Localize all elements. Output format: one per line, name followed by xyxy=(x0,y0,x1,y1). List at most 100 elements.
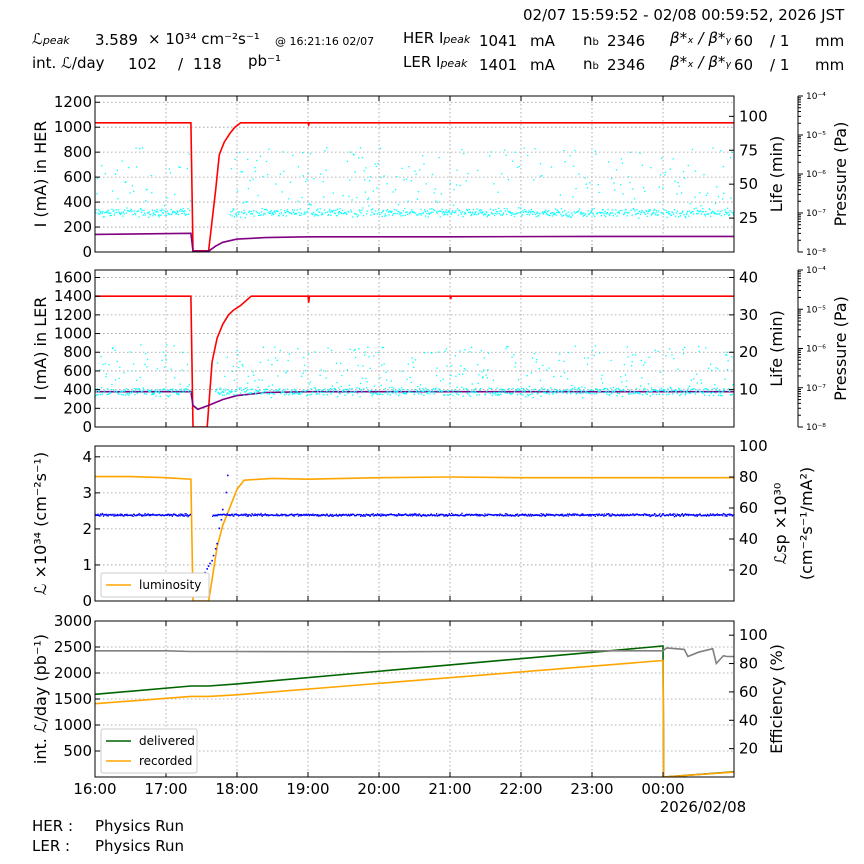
lifetime-point xyxy=(314,387,316,389)
lifetime-point xyxy=(592,389,595,392)
lifetime-point xyxy=(306,178,308,180)
lum-peak-unit: × 10³⁴ cm⁻²s⁻¹ xyxy=(148,30,260,48)
lifetime-point xyxy=(714,392,717,394)
specific_lum-point xyxy=(247,515,249,517)
lifetime-point xyxy=(388,214,390,216)
lifetime-point xyxy=(446,365,448,367)
lifetime-point xyxy=(238,387,240,389)
lifetime-point xyxy=(493,214,496,217)
lifetime-point xyxy=(130,392,132,394)
lifetime-point xyxy=(267,211,269,213)
specific_lum-point xyxy=(451,514,453,517)
lifetime-point xyxy=(181,212,183,215)
specific_lum-point xyxy=(695,515,697,517)
lifetime-point xyxy=(303,364,306,366)
lifetime-point xyxy=(286,210,288,212)
y2-tick-label: 25 xyxy=(739,209,758,227)
lifetime-point xyxy=(679,212,681,215)
specific_lum-point xyxy=(216,515,218,517)
y-tick-label: 1000 xyxy=(54,325,92,343)
lifetime-point xyxy=(678,388,680,391)
lifetime-point xyxy=(268,212,271,214)
lifetime-point xyxy=(518,389,520,392)
lifetime-point xyxy=(476,394,478,396)
lifetime-point xyxy=(423,209,426,211)
lifetime-point xyxy=(167,389,169,392)
x-tick-label: 16:00 xyxy=(73,780,116,798)
lifetime-point xyxy=(333,209,335,211)
lifetime-point xyxy=(303,356,305,359)
lifetime-point xyxy=(664,171,667,174)
lifetime-point xyxy=(478,394,481,396)
specific_lum-point xyxy=(461,512,463,514)
lifetime-point xyxy=(426,210,429,212)
lifetime-point xyxy=(690,379,692,381)
specific_lum-point xyxy=(527,515,529,517)
lifetime-point xyxy=(332,390,335,392)
her-peak-label: HER Ipeak xyxy=(403,29,470,47)
lifetime-point xyxy=(216,388,218,390)
lifetime-point xyxy=(311,212,313,215)
lifetime-point xyxy=(595,392,598,394)
lifetime-point xyxy=(364,351,367,353)
specific_lum-point xyxy=(382,513,384,515)
lifetime-point xyxy=(711,211,713,213)
lifetime-point xyxy=(125,387,128,390)
specific_lum-point xyxy=(498,514,501,517)
lifetime-point xyxy=(348,384,350,386)
lifetime-point xyxy=(719,389,721,392)
specific_lum-point xyxy=(669,513,671,515)
specific_lum-point xyxy=(608,515,610,517)
lifetime-point xyxy=(722,165,724,168)
x-tick-label: 18:00 xyxy=(215,780,258,798)
lifetime-point xyxy=(507,346,509,348)
lifetime-point xyxy=(655,393,657,396)
plot-area xyxy=(95,474,734,601)
lifetime-point xyxy=(554,208,557,210)
lifetime-point xyxy=(477,169,479,172)
lifetime-point xyxy=(320,369,323,371)
lifetime-point xyxy=(338,210,341,213)
specific_lum-point xyxy=(341,514,344,516)
specific_lum-point xyxy=(324,515,327,517)
lifetime-point xyxy=(614,213,616,215)
lifetime-point xyxy=(668,393,670,395)
lifetime-point xyxy=(312,211,315,213)
lifetime-point xyxy=(374,163,376,165)
lifetime-point xyxy=(381,364,383,366)
lifetime-point xyxy=(177,393,179,395)
lifetime-point xyxy=(657,214,659,216)
specific_lum-point xyxy=(575,514,578,516)
lifetime-point xyxy=(639,393,641,395)
lifetime-point xyxy=(468,209,470,211)
lifetime-point xyxy=(577,387,580,390)
specific_lum-point xyxy=(349,515,351,517)
lifetime-point xyxy=(542,211,544,213)
specific_lum-point xyxy=(112,513,114,515)
lifetime-point xyxy=(446,214,449,216)
lifetime-point xyxy=(603,388,606,390)
lifetime-point xyxy=(649,390,651,393)
lifetime-point xyxy=(423,163,425,165)
lifetime-point xyxy=(496,210,499,213)
lifetime-point xyxy=(624,390,626,392)
specific_lum-point xyxy=(467,514,469,516)
lifetime-point xyxy=(676,392,679,395)
lifetime-point xyxy=(572,391,575,393)
lifetime-point xyxy=(363,170,365,172)
specific_lum-point xyxy=(397,513,400,515)
lifetime-point xyxy=(723,388,725,390)
y-tick-label: 400 xyxy=(63,381,92,399)
lifetime-point xyxy=(458,373,461,376)
lifetime-point xyxy=(238,366,240,369)
lifetime-point xyxy=(582,397,584,399)
lifetime-point xyxy=(436,212,438,214)
specific_lum-point xyxy=(140,514,143,517)
lifetime-point xyxy=(658,186,660,188)
lifetime-point xyxy=(375,389,377,392)
specific_lum-point xyxy=(245,513,248,516)
lifetime-point xyxy=(454,211,456,214)
lifetime-point xyxy=(710,392,712,394)
lifetime-point xyxy=(684,394,686,396)
lifetime-point xyxy=(314,351,316,353)
